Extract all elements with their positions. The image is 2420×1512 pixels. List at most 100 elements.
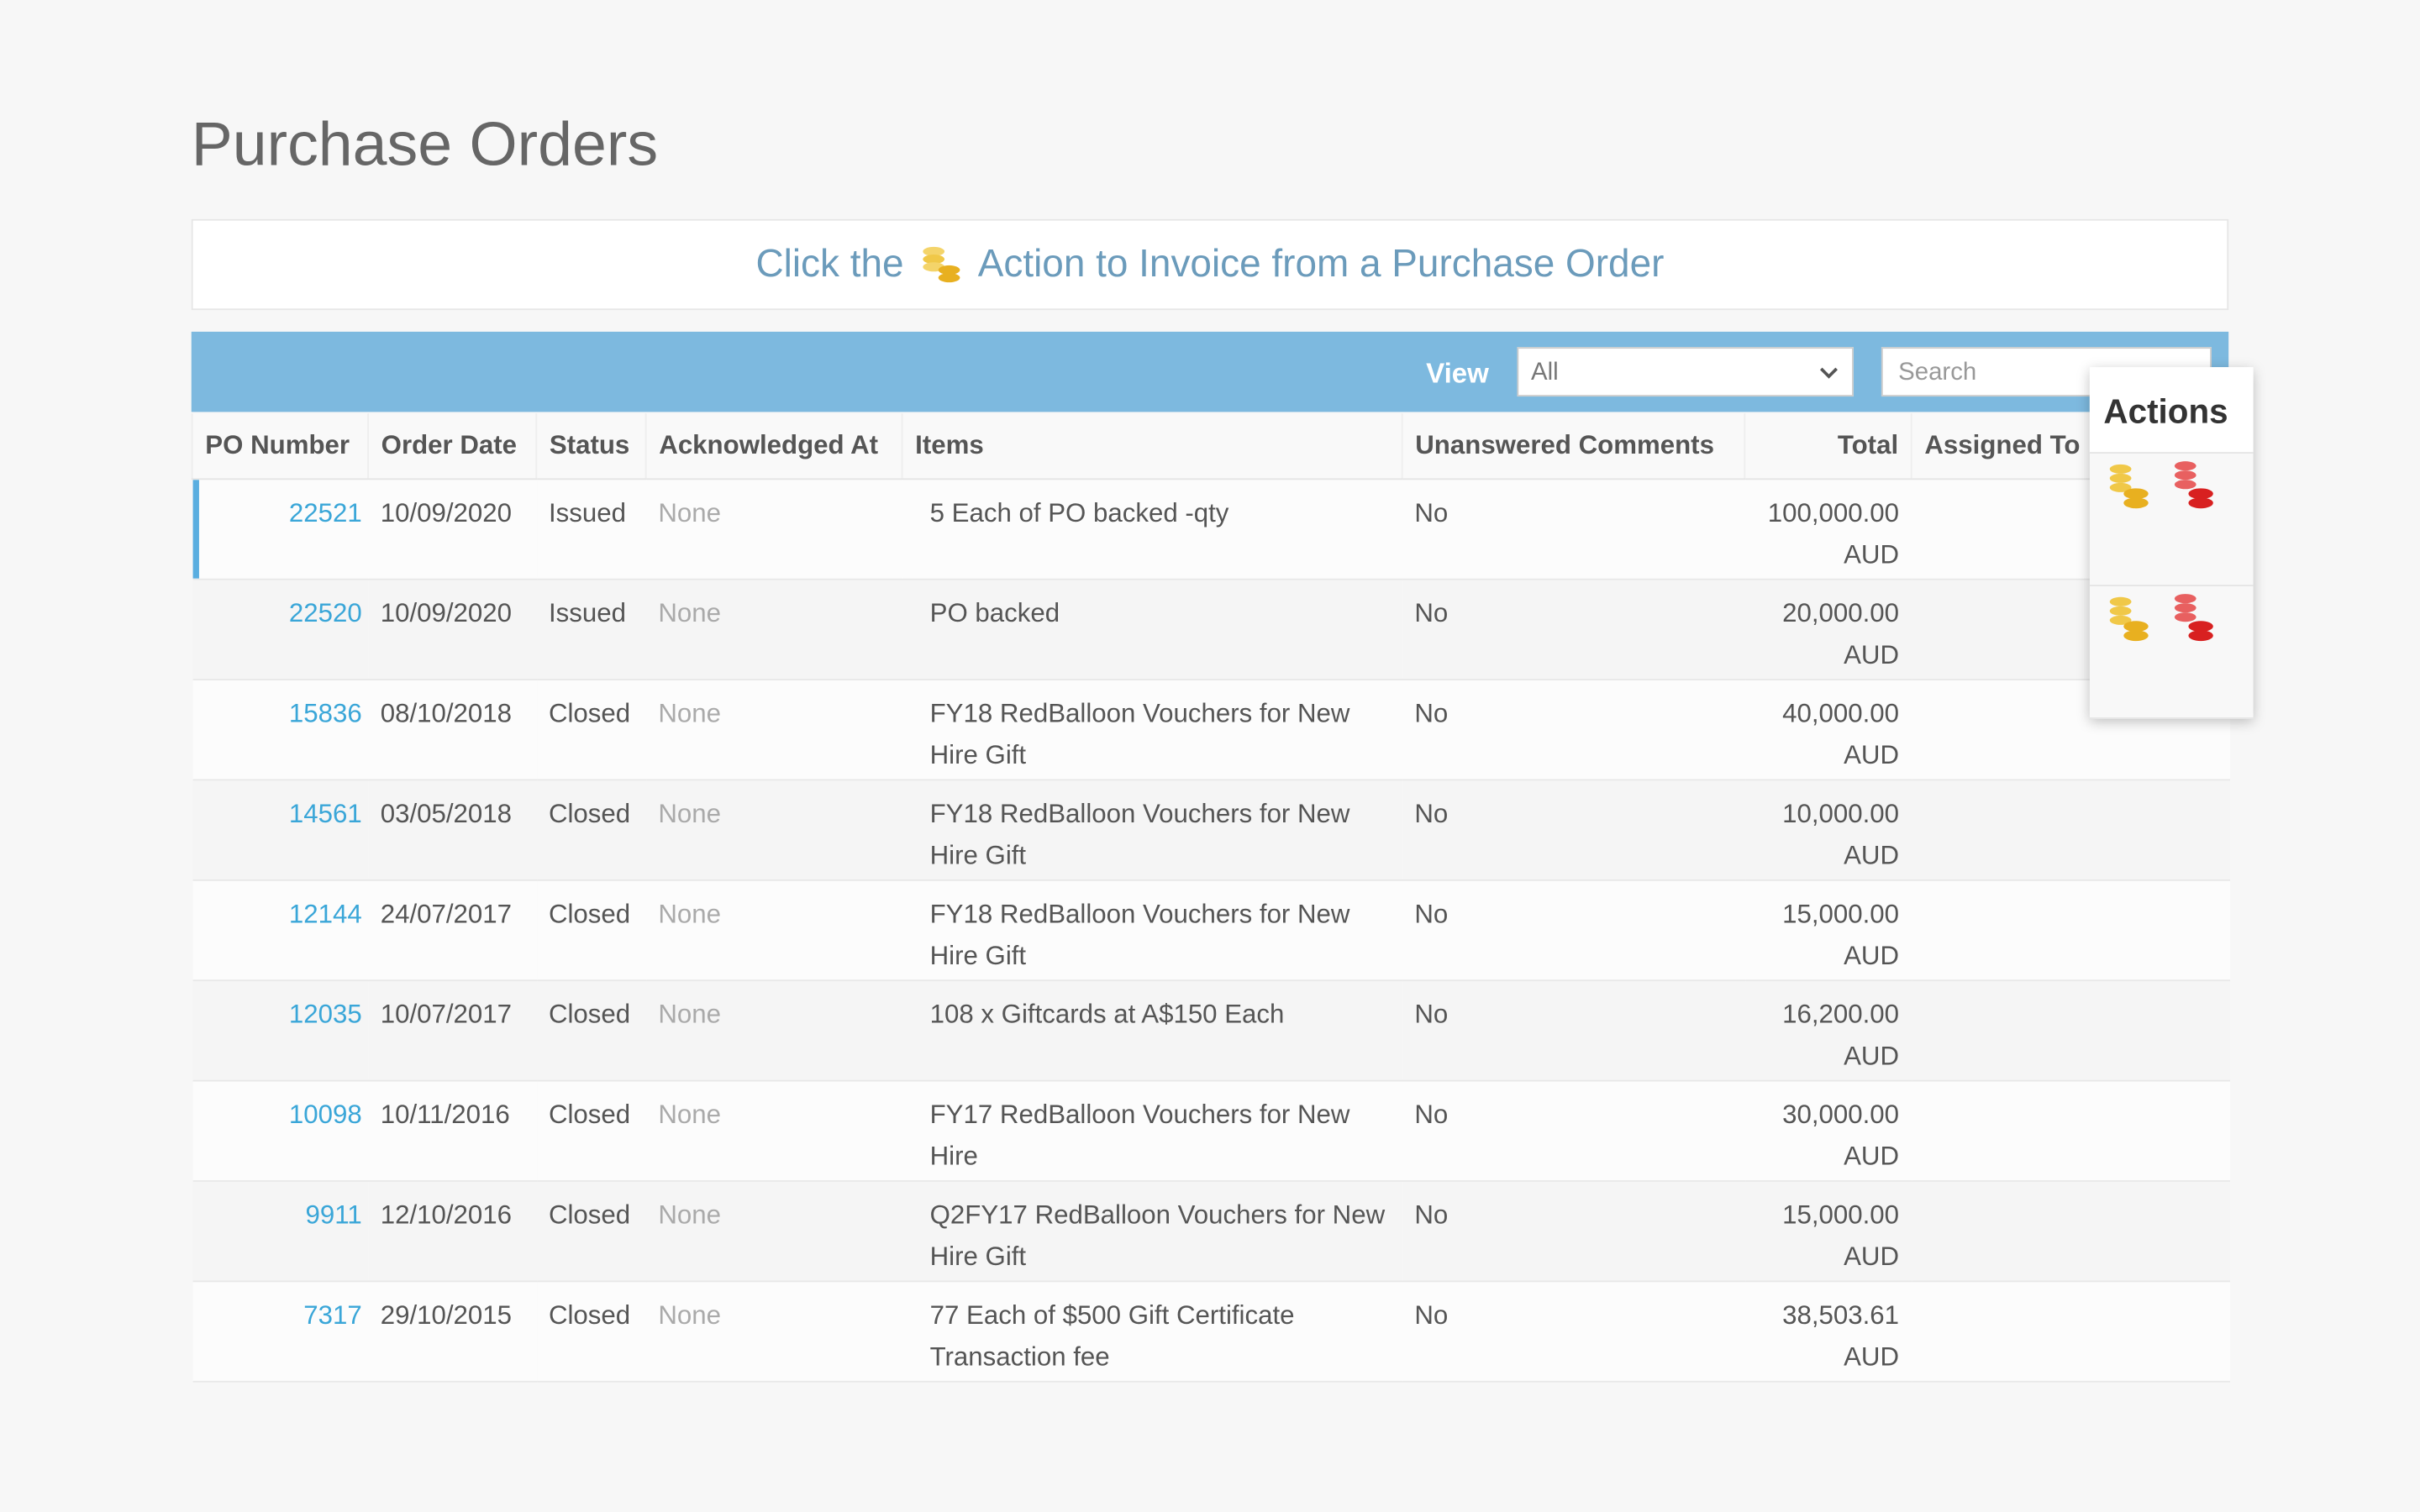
coins-icon	[922, 245, 960, 282]
banner: Click the Action to Invoice from a Purch…	[191, 218, 2229, 311]
chevron	[1820, 367, 1838, 379]
cell-tot: 15,000.00 AUD	[1744, 1180, 1912, 1283]
cell-status: Closed	[536, 680, 646, 781]
table-row: 10098 10/11/2016 Closed None FY17 RedBalloon…	[192, 1080, 2230, 1182]
cell-date: 24/07/2017	[368, 879, 537, 982]
cell-items: 77 Each of $500 Gift Certificate Transac…	[902, 1281, 1402, 1383]
cell-date: 10/09/2020	[368, 579, 537, 680]
cell-status: Issued	[536, 479, 646, 580]
cell-tot: 20,000.00 AUD	[1744, 579, 1912, 680]
cell-ack: None	[645, 780, 902, 881]
actions-title: Actions	[2089, 367, 2254, 454]
cell-status: Closed	[536, 1180, 646, 1283]
cell-status: Closed	[536, 1281, 646, 1383]
cell-items: Q2FY17 RedBalloon Vouchers for New Hire …	[902, 1180, 1402, 1283]
cell-po[interactable]: 10098	[192, 1080, 369, 1182]
cell-assigned	[1911, 1080, 2230, 1182]
column-header: Unanswered Comments	[1401, 413, 1745, 480]
cell-date: 10/11/2016	[368, 1080, 537, 1182]
cell-status: Closed	[536, 980, 646, 1082]
cell-date: 08/10/2018	[368, 680, 537, 781]
cell-tot: 100,000.00 AUD	[1744, 479, 1912, 580]
action-icons[interactable]	[2090, 586, 2254, 717]
cell-date: 10/07/2017	[368, 980, 537, 1082]
table-row: 22521 10/09/2020 Issued None 5 Each of PO ba…	[192, 479, 2230, 580]
cell-po[interactable]: 12035	[192, 980, 369, 1082]
cell-po[interactable]: 15836	[192, 680, 369, 781]
banner-text: Action to Invoice from a Purchase Order	[977, 242, 1665, 286]
cell-items: FY18 RedBalloon Vouchers for New Hire Gi…	[902, 780, 1402, 881]
cell-items: FY18 RedBalloon Vouchers for New Hire Gi…	[902, 680, 1402, 781]
cell-items: PO backed	[902, 579, 1402, 680]
table-row: 22520 10/09/2020 Issued None PO backed No 20,0…	[192, 579, 2230, 680]
cell-ack: None	[645, 479, 902, 580]
cell-tot: 38,503.61 AUD	[1744, 1281, 1912, 1383]
cell-ack: None	[645, 1180, 902, 1283]
cell-po[interactable]: 7317	[192, 1281, 369, 1383]
cell-tot: 40,000.00 AUD	[1744, 680, 1912, 781]
cell-ack: None	[645, 579, 902, 680]
column-header: PO Number	[191, 413, 369, 480]
table-row: 12144 24/07/2017 Closed None FY18 RedBalloon…	[192, 879, 2230, 982]
cell-po[interactable]: 22520	[192, 579, 369, 680]
column-header: Items	[901, 413, 1402, 480]
cell-items: FY17 RedBalloon Vouchers for New Hire	[902, 1080, 1402, 1182]
cell-comments: No	[1402, 1281, 1745, 1383]
cell-comments: No	[1402, 879, 1745, 982]
cell-comments: No	[1402, 1080, 1745, 1182]
cell-comments: No	[1402, 1180, 1745, 1283]
cell-date: 03/05/2018	[368, 780, 537, 881]
cell-tot: 15,000.00 AUD	[1744, 879, 1912, 982]
cell-items: FY18 RedBalloon Vouchers for New Hire Gi…	[902, 879, 1402, 982]
cell-po[interactable]: 9911	[192, 1180, 369, 1283]
cell-assigned	[1911, 780, 2230, 881]
view-select[interactable]: All	[1517, 347, 1854, 397]
table-row: 12035 10/07/2017 Closed None 108 x Giftcards…	[192, 980, 2230, 1082]
po-table: PO Number Order Date Status Acknowledged At…	[191, 413, 2230, 1383]
cell-assigned	[1911, 879, 2230, 982]
column-header: Total	[1744, 413, 1912, 480]
cell-tot: 10,000.00 AUD	[1744, 780, 1912, 881]
cell-status: Closed	[536, 879, 646, 982]
cell-ack: None	[645, 680, 902, 781]
cell-comments: No	[1402, 980, 1745, 1082]
banner-text: Click the	[755, 242, 904, 286]
cell-po[interactable]: 12144	[192, 879, 369, 982]
table-row: 15836 08/10/2018 Closed None FY18 RedBalloon…	[192, 680, 2230, 781]
action-icons[interactable]	[2090, 454, 2254, 585]
cell-status: Closed	[536, 780, 646, 881]
cell-po[interactable]: 22521	[192, 479, 369, 580]
view-label: View	[1426, 358, 1489, 389]
cell-items: 108 x Giftcards at A$150 Each	[902, 980, 1402, 1082]
page-title: Purchase Orders	[191, 111, 659, 180]
cell-status: Issued	[536, 579, 646, 680]
column-header: Status	[535, 413, 646, 480]
cell-assigned	[1911, 980, 2230, 1082]
cell-date: 29/10/2015	[368, 1281, 537, 1383]
cell-date: 12/10/2016	[368, 1180, 537, 1283]
cell-ack: None	[645, 879, 902, 982]
cell-comments: No	[1402, 680, 1745, 781]
cell-assigned	[1911, 1281, 2230, 1383]
cell-assigned	[1911, 1180, 2230, 1283]
column-header: Acknowledged At	[644, 413, 902, 480]
column-header: Order Date	[367, 413, 537, 480]
cell-ack: None	[645, 1281, 902, 1383]
cell-ack: None	[645, 1080, 902, 1182]
table-row: 14561 03/05/2018 Closed None FY18 RedBalloon…	[192, 780, 2230, 881]
cell-ack: None	[645, 980, 902, 1082]
cell-items: 5 Each of PO backed -qty	[902, 479, 1402, 580]
cell-po[interactable]: 14561	[192, 780, 369, 881]
cell-comments: No	[1402, 479, 1745, 580]
cell-status: Closed	[536, 1080, 646, 1182]
cell-date: 10/09/2020	[368, 479, 537, 580]
table-row: 7317 29/10/2015 Closed None 77 Each of $500 …	[192, 1281, 2230, 1383]
cell-tot: 16,200.00 AUD	[1744, 980, 1912, 1082]
actions-popup: Actions	[2089, 367, 2254, 719]
cell-comments: No	[1402, 579, 1745, 680]
view-value: All	[1531, 359, 1559, 386]
table-row: 9911 12/10/2016 Closed None Q2FY17 RedBalloo…	[192, 1180, 2230, 1283]
cell-comments: No	[1402, 780, 1745, 881]
cell-tot: 30,000.00 AUD	[1744, 1080, 1912, 1182]
